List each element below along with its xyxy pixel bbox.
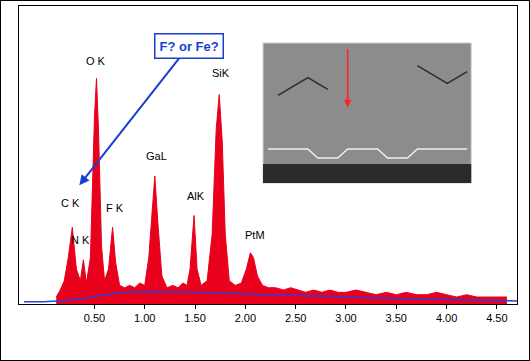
svg-text:GaL: GaL bbox=[146, 150, 167, 162]
svg-text:2.50: 2.50 bbox=[285, 312, 306, 324]
svg-text:4.50: 4.50 bbox=[486, 312, 507, 324]
svg-text:C K: C K bbox=[61, 197, 80, 209]
svg-text:1.00: 1.00 bbox=[134, 312, 155, 324]
svg-text:4.00: 4.00 bbox=[436, 312, 457, 324]
svg-text:PtM: PtM bbox=[245, 229, 265, 241]
svg-text:SiK: SiK bbox=[212, 67, 230, 79]
svg-text:0.50: 0.50 bbox=[84, 312, 105, 324]
svg-text:AlK: AlK bbox=[187, 190, 205, 202]
svg-text:F K: F K bbox=[106, 202, 124, 214]
svg-text:N K: N K bbox=[71, 234, 90, 246]
svg-text:1.50: 1.50 bbox=[184, 312, 205, 324]
svg-text:3.50: 3.50 bbox=[386, 312, 407, 324]
svg-text:3.00: 3.00 bbox=[335, 312, 356, 324]
svg-text:F? or Fe?: F? or Fe? bbox=[160, 39, 219, 54]
svg-text:O K: O K bbox=[86, 55, 106, 67]
svg-text:2.00: 2.00 bbox=[235, 312, 256, 324]
